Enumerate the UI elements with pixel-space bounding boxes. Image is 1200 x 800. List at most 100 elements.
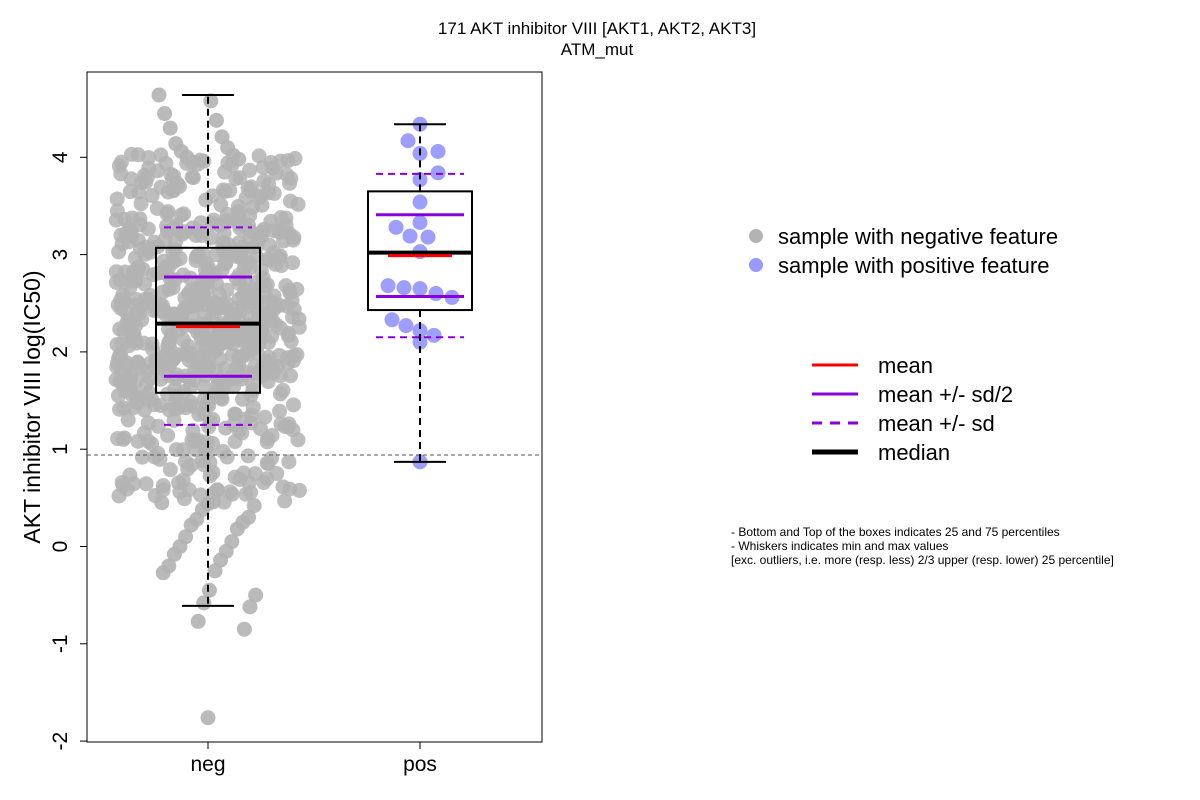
- data-point: [259, 277, 275, 293]
- data-point: [285, 397, 301, 413]
- data-point: [259, 471, 275, 487]
- data-point: [206, 494, 222, 510]
- iqr-box: [155, 246, 261, 394]
- data-point: [412, 214, 428, 230]
- data-point: [116, 430, 132, 446]
- data-point: [412, 334, 428, 350]
- data-point: [412, 194, 428, 210]
- x-tick-label-pos: pos: [403, 753, 437, 776]
- data-point: [147, 449, 163, 465]
- data-point: [201, 351, 217, 367]
- legend-label: mean: [878, 353, 933, 378]
- data-point: [254, 227, 270, 243]
- legend-marker: [749, 229, 763, 243]
- data-point: [249, 329, 265, 345]
- data-point: [253, 421, 269, 437]
- data-point: [266, 295, 282, 311]
- data-point: [412, 322, 428, 338]
- data-point: [215, 443, 231, 459]
- note-line: - Bottom and Top of the boxes indicates …: [731, 525, 1060, 539]
- data-point: [130, 147, 146, 163]
- plot-frame: [86, 71, 543, 743]
- data-point: [426, 327, 442, 343]
- legend-label: sample with negative feature: [778, 224, 1058, 249]
- data-point: [171, 307, 187, 323]
- data-point: [240, 217, 256, 233]
- data-point: [128, 297, 144, 313]
- legend: sample with negative feature sample with …: [749, 224, 1058, 465]
- data-point: [396, 280, 412, 296]
- legend-label: mean +/- sd/2: [878, 382, 1013, 407]
- data-point: [202, 391, 218, 407]
- data-point: [380, 278, 396, 294]
- data-point: [280, 153, 296, 169]
- legend-label: sample with positive feature: [778, 253, 1049, 278]
- data-point: [159, 223, 175, 239]
- data-point: [185, 170, 201, 186]
- data-point: [277, 493, 293, 509]
- data-point: [224, 534, 240, 550]
- data-point: [161, 558, 177, 574]
- x-tick-label-neg: neg: [190, 753, 225, 776]
- data-point: [175, 267, 191, 283]
- data-point: [160, 427, 176, 443]
- data-point: [236, 465, 252, 481]
- data-point: [285, 255, 301, 271]
- data-point: [183, 282, 199, 298]
- data-point: [226, 378, 242, 394]
- y-tick-label: -2: [49, 732, 72, 751]
- data-point: [245, 399, 261, 415]
- data-point: [280, 350, 296, 366]
- data-point: [238, 486, 254, 502]
- data-point: [242, 599, 258, 615]
- data-point: [402, 228, 418, 244]
- data-point: [205, 412, 221, 428]
- data-point: [158, 155, 174, 171]
- data-point: [280, 328, 296, 344]
- data-point: [291, 482, 307, 498]
- data-point: [230, 204, 246, 220]
- box-pos: [367, 123, 473, 463]
- data-point: [209, 300, 225, 316]
- data-point: [242, 183, 258, 199]
- data-point: [167, 242, 183, 258]
- data-point: [242, 229, 258, 245]
- y-tick-label: 4: [49, 151, 72, 163]
- data-point: [243, 387, 259, 403]
- data-point: [253, 263, 269, 279]
- data-point: [207, 266, 223, 282]
- y-axis-label: AKT inhibitor VIII log(IC50): [19, 270, 45, 543]
- data-point: [133, 196, 149, 212]
- data-point: [183, 457, 199, 473]
- data-point: [266, 223, 282, 239]
- data-point: [155, 482, 171, 498]
- data-point: [235, 348, 251, 364]
- data-point: [162, 462, 178, 478]
- data-point: [154, 495, 170, 511]
- data-point: [173, 207, 189, 223]
- data-point: [190, 351, 206, 367]
- data-point: [218, 213, 234, 229]
- data-point: [178, 529, 194, 545]
- data-point: [157, 106, 173, 122]
- data-point: [259, 455, 275, 471]
- data-point: [248, 587, 264, 603]
- data-point: [113, 166, 129, 182]
- data-point: [190, 432, 206, 448]
- data-point: [113, 154, 129, 170]
- data-point: [226, 243, 242, 259]
- data-point: [412, 172, 428, 188]
- data-point: [257, 409, 273, 425]
- data-point: [400, 133, 416, 149]
- note-line: [exc. outliers, i.e. more (resp. less) 2…: [731, 553, 1114, 567]
- data-point: [153, 397, 169, 413]
- data-point: [384, 312, 400, 328]
- data-point: [150, 418, 166, 434]
- data-point: [240, 448, 256, 464]
- data-point: [108, 212, 124, 228]
- data-point: [138, 476, 154, 492]
- data-point: [162, 120, 178, 136]
- data-point: [239, 289, 255, 305]
- data-point: [275, 479, 291, 495]
- data-point: [208, 112, 224, 128]
